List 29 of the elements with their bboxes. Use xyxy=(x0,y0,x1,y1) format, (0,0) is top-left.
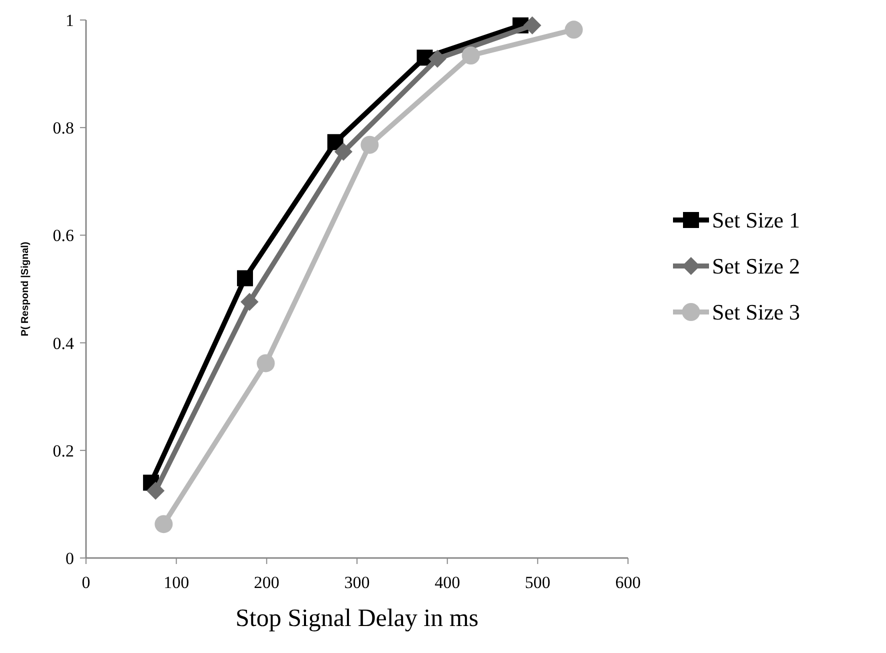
point xyxy=(360,136,379,154)
point xyxy=(334,142,352,161)
point xyxy=(523,16,542,34)
y-tick-label: 0.2 xyxy=(52,441,74,460)
y-tick-label: 0.4 xyxy=(52,334,74,353)
y-tick-label: 0.6 xyxy=(52,226,74,246)
point xyxy=(564,20,583,39)
legend-label: Set Size 1 xyxy=(712,208,800,233)
x-tick-label: 300 xyxy=(344,573,370,592)
point xyxy=(428,50,446,68)
x-axis-title: Stop Signal Delay in ms xyxy=(235,605,479,632)
point xyxy=(154,515,173,534)
y-axis-title: P( Respond |Signal) xyxy=(20,242,31,336)
x-tick-label: 100 xyxy=(164,573,190,592)
point xyxy=(462,46,480,65)
x-tick-label: 600 xyxy=(615,573,641,592)
x-tick-label: 500 xyxy=(524,573,550,592)
point xyxy=(236,270,253,286)
point xyxy=(240,292,259,311)
point xyxy=(146,482,165,500)
legend-label: Set Size 2 xyxy=(712,254,800,279)
x-tick-label: 0 xyxy=(82,573,90,592)
y-tick-label: 0.8 xyxy=(52,118,74,138)
legend-label: Set Size 3 xyxy=(712,300,800,325)
x-tick-label: 400 xyxy=(434,573,460,592)
x-tick-label: 200 xyxy=(254,573,280,592)
y-tick-label: 1 xyxy=(66,10,74,30)
point xyxy=(256,354,275,372)
y-tick-label: 0 xyxy=(66,548,74,568)
